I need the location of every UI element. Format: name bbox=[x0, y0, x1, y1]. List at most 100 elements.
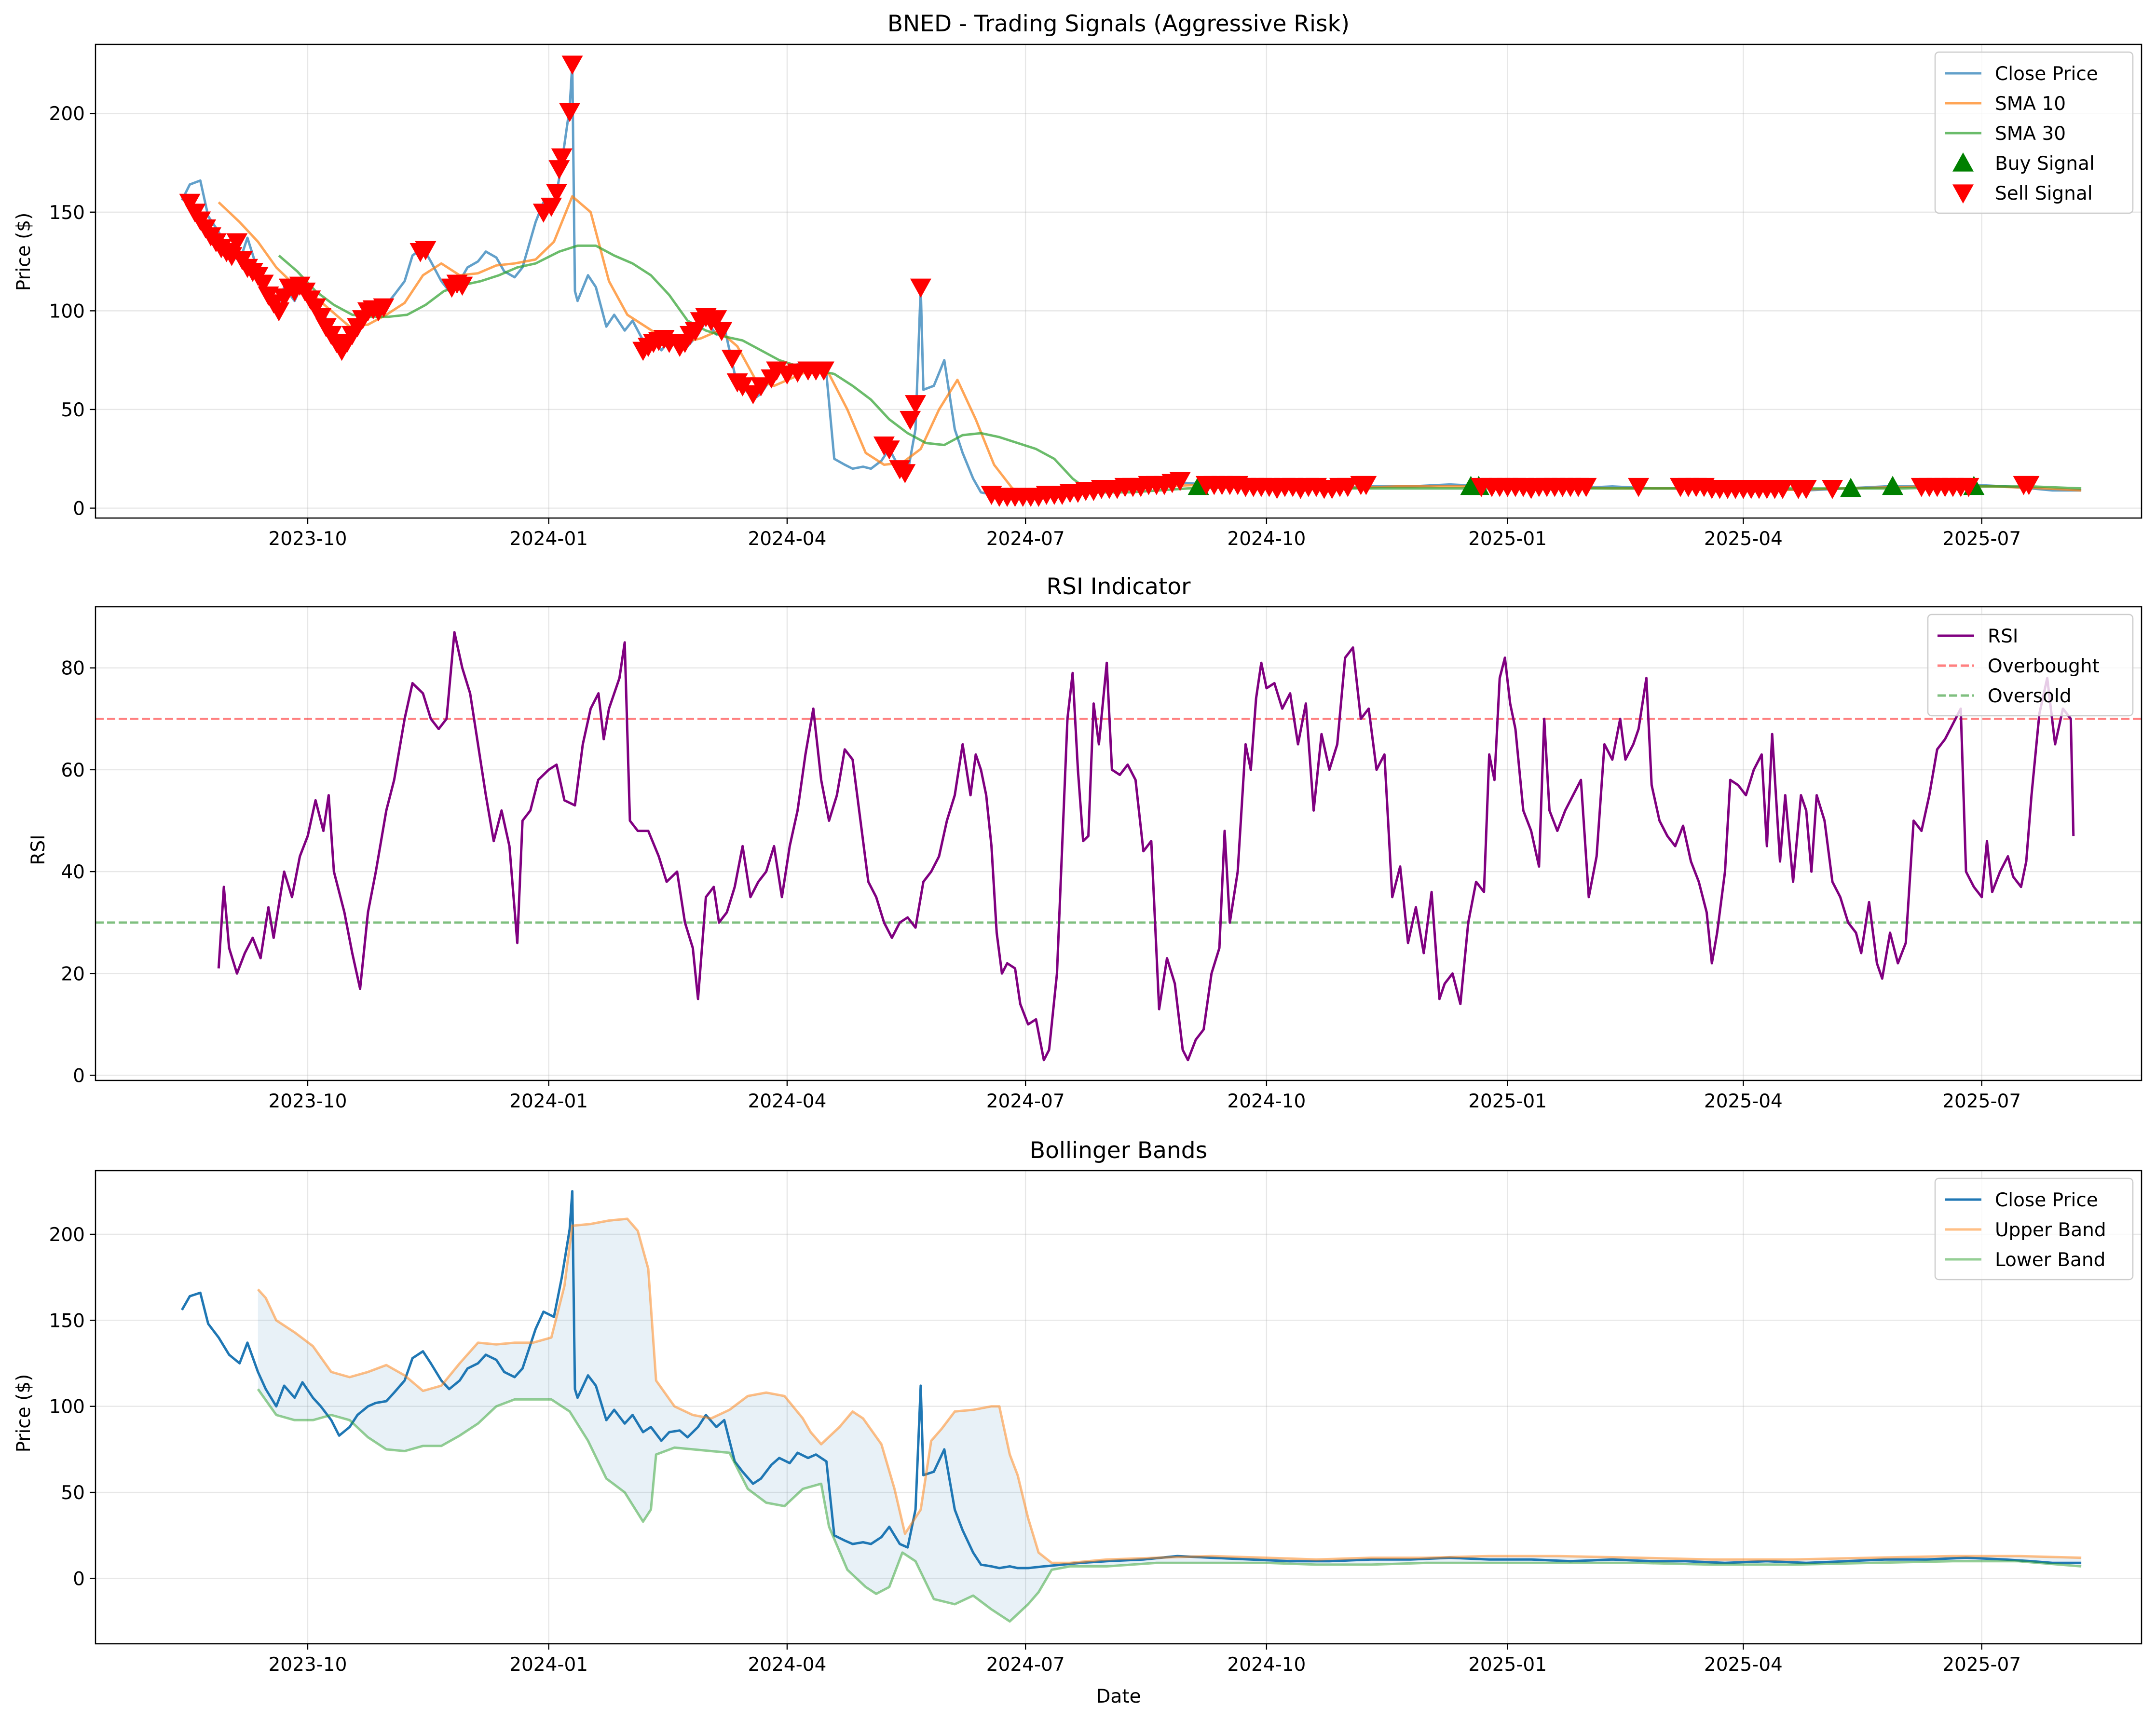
y-tick-label: 100 bbox=[49, 300, 85, 322]
x-tick-label: 2024-01 bbox=[509, 1654, 588, 1676]
x-tick-label: 2024-01 bbox=[509, 528, 588, 550]
plot-frame bbox=[95, 43, 2142, 519]
y-tick-label: 80 bbox=[61, 658, 85, 680]
y-tick-label: 200 bbox=[49, 1224, 85, 1246]
rsi-panel: RSI Indicator RSI 2023-10 2024-01 2024-04 2… bbox=[27, 573, 2142, 1112]
x-tick-label: 2025-04 bbox=[1704, 1091, 1783, 1112]
legend: Close Price SMA 10 SMA 30 Buy Signal Sell Si… bbox=[1934, 51, 2134, 214]
lower-band-line bbox=[257, 1388, 2082, 1623]
sell-marker bbox=[546, 184, 567, 203]
sell-marker bbox=[559, 103, 581, 123]
legend-box bbox=[1934, 1177, 2134, 1281]
x-tick-label: 2024-10 bbox=[1227, 528, 1306, 550]
y-axis-label: RSI bbox=[27, 834, 49, 865]
upper-band-line bbox=[257, 1217, 2082, 1564]
legend-box bbox=[1927, 614, 2134, 717]
y-tick-label: 100 bbox=[49, 1396, 85, 1418]
sell-marker bbox=[551, 148, 573, 168]
x-tick-label: 2024-01 bbox=[509, 1091, 588, 1112]
sell-marker bbox=[711, 322, 733, 341]
sell-marker bbox=[226, 233, 248, 253]
legend: Close Price Upper Band Lower Band bbox=[1934, 1177, 2134, 1281]
sell-marker bbox=[373, 298, 395, 318]
plot-frame bbox=[95, 606, 2142, 1081]
sell-marker bbox=[305, 298, 327, 318]
x-tick-label: 2023-10 bbox=[268, 1654, 347, 1676]
x-tick-label: 2025-07 bbox=[1942, 1091, 2021, 1112]
x-tick-label: 2024-10 bbox=[1227, 1091, 1306, 1112]
sell-marker bbox=[1337, 478, 1359, 497]
sell-marker bbox=[2018, 476, 2040, 495]
sell-marker bbox=[1575, 478, 1597, 497]
y-tick-label: 0 bbox=[73, 1568, 85, 1590]
close-price-line bbox=[181, 1190, 2082, 1570]
chart-title: BNED - Trading Signals (Aggressive Risk) bbox=[887, 11, 1350, 37]
sell-marker bbox=[878, 440, 900, 460]
chart-title: RSI Indicator bbox=[1047, 573, 1191, 600]
x-tick-label: 2025-07 bbox=[1942, 528, 2021, 550]
plot-frame bbox=[95, 1170, 2142, 1645]
x-tick-label: 2024-07 bbox=[986, 528, 1065, 550]
x-tick-label: 2025-07 bbox=[1942, 1654, 2021, 1676]
sell-marker bbox=[310, 308, 332, 328]
y-tick-label: 50 bbox=[61, 1482, 85, 1504]
legend-label: Upper Band bbox=[1995, 1219, 2106, 1241]
y-tick-label: 0 bbox=[73, 1065, 85, 1087]
sell-marker bbox=[1958, 478, 1979, 497]
x-tick-label: 2024-04 bbox=[748, 1091, 826, 1112]
x-tick-label: 2024-07 bbox=[986, 1091, 1065, 1112]
sell-marker bbox=[1355, 476, 1377, 495]
legend-label: RSI bbox=[1988, 626, 2018, 647]
x-tick-label: 2025-01 bbox=[1468, 1654, 1547, 1676]
y-tick-label: 0 bbox=[73, 498, 85, 520]
x-tick-label: 2024-10 bbox=[1227, 1654, 1306, 1676]
bollinger-panel: Bollinger Bands Price ($) Date 2023-10 20… bbox=[13, 1137, 2142, 1707]
x-tick-label: 2023-10 bbox=[268, 1091, 347, 1112]
sell-marker bbox=[894, 464, 916, 483]
sell-marker bbox=[451, 276, 473, 296]
sell-marker bbox=[900, 410, 921, 430]
y-tick-label: 20 bbox=[61, 963, 85, 985]
sell-marker bbox=[813, 361, 834, 381]
legend-label: Close Price bbox=[1995, 63, 2098, 85]
sell-marker bbox=[721, 349, 743, 369]
legend-label: SMA 10 bbox=[1995, 93, 2066, 115]
sell-marker bbox=[415, 241, 437, 260]
sell-marker bbox=[750, 377, 772, 396]
sell-marker bbox=[252, 274, 274, 294]
legend-label: Lower Band bbox=[1995, 1249, 2105, 1271]
sell-marker bbox=[561, 55, 583, 75]
buy-marker bbox=[1840, 478, 1862, 497]
sell-marker bbox=[1795, 480, 1817, 499]
legend-swatch bbox=[1952, 152, 1974, 172]
legend-box bbox=[1934, 51, 2134, 214]
y-tick-label: 150 bbox=[49, 1310, 85, 1332]
y-axis-label: Price ($) bbox=[13, 1374, 35, 1453]
sell-marker bbox=[732, 377, 753, 396]
sma-10-line bbox=[218, 195, 2082, 496]
sell-marker bbox=[1772, 480, 1793, 499]
x-tick-label: 2025-04 bbox=[1704, 1654, 1783, 1676]
legend-label: Close Price bbox=[1995, 1189, 2098, 1211]
buy-marker bbox=[1882, 476, 1904, 495]
y-tick-label: 200 bbox=[49, 103, 85, 125]
x-tick-label: 2025-01 bbox=[1468, 528, 1547, 550]
x-tick-label: 2025-04 bbox=[1704, 528, 1783, 550]
rsi-line bbox=[217, 631, 2075, 1062]
sell-signal-markers bbox=[179, 55, 2040, 507]
y-tick-label: 150 bbox=[49, 202, 85, 224]
x-tick-label: 2024-04 bbox=[748, 528, 826, 550]
chart-title: Bollinger Bands bbox=[1030, 1137, 1207, 1164]
legend-swatch bbox=[1952, 184, 1974, 204]
y-axis-label: Price ($) bbox=[13, 213, 35, 291]
legend-label: Oversold bbox=[1988, 685, 2072, 707]
legend: RSI Overbought Oversold bbox=[1927, 614, 2134, 717]
legend-label: Buy Signal bbox=[1995, 153, 2095, 175]
sell-marker bbox=[905, 395, 927, 414]
y-tick-label: 60 bbox=[61, 760, 85, 781]
legend-label: Sell Signal bbox=[1995, 183, 2093, 205]
y-tick-label: 40 bbox=[61, 861, 85, 883]
sell-marker bbox=[548, 160, 570, 179]
